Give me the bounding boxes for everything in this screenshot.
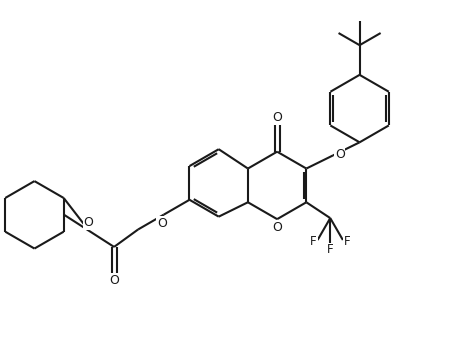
Text: O: O bbox=[272, 221, 282, 234]
Text: O: O bbox=[272, 111, 282, 124]
Text: F: F bbox=[310, 235, 317, 248]
Text: F: F bbox=[327, 243, 334, 256]
Text: F: F bbox=[344, 235, 350, 248]
Text: O: O bbox=[157, 216, 167, 230]
Text: O: O bbox=[83, 216, 93, 229]
Text: O: O bbox=[335, 148, 345, 161]
Text: O: O bbox=[109, 274, 119, 287]
